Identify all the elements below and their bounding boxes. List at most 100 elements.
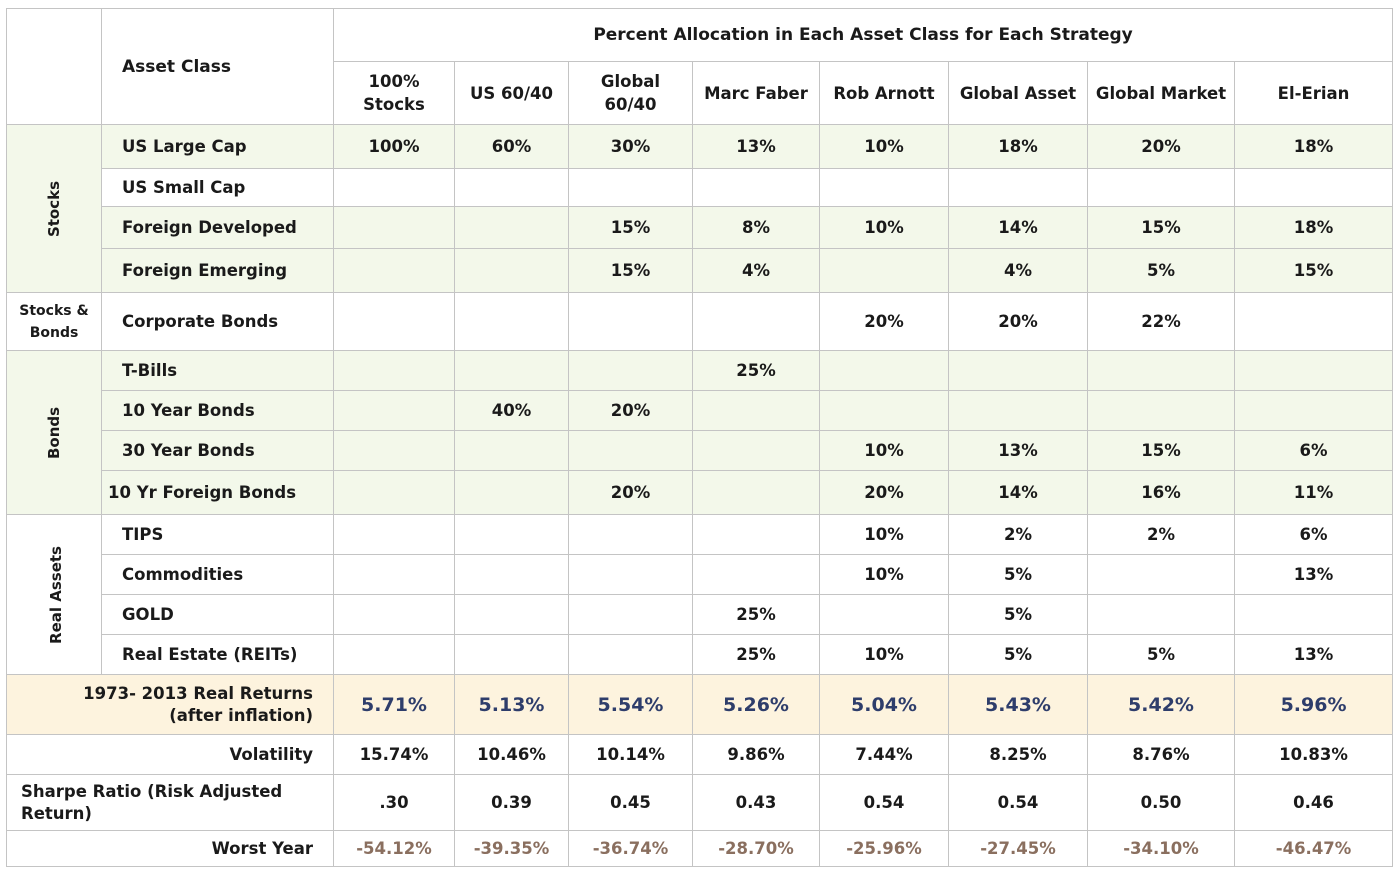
allocation-cell — [333, 430, 455, 471]
allocation-cell — [568, 634, 693, 675]
asset-name-text: Real Estate (REITs) — [122, 645, 298, 664]
allocation-cell — [333, 390, 455, 431]
table-row: Foreign Developed 15% 8% 10% 14% 15% 18% — [7, 206, 1394, 249]
allocation-cell: 13% — [948, 430, 1088, 471]
allocation-cell — [333, 206, 455, 249]
allocation-cell — [1233, 292, 1394, 351]
table-title: Percent Allocation in Each Asset Class f… — [332, 8, 1394, 62]
allocation-cell — [1087, 168, 1235, 207]
strategy-header: 100% Stocks — [333, 61, 455, 125]
allocation-cell — [819, 350, 949, 391]
metric-value: .30 — [333, 774, 455, 831]
allocation-cell: 14% — [948, 206, 1088, 249]
allocation-cell: 13% — [1233, 554, 1394, 595]
metric-value: 0.50 — [1087, 774, 1235, 831]
metric-label: Volatility — [6, 734, 334, 775]
allocation-cell: 14% — [948, 470, 1088, 515]
asset-name: US Small Cap — [101, 168, 334, 207]
corner-cell — [6, 8, 102, 125]
allocation-cell — [454, 206, 569, 249]
allocation-cell: 20% — [568, 470, 693, 515]
allocation-cell — [692, 430, 820, 471]
metric-value: 5.54% — [568, 674, 693, 735]
table-row: Stocks & Bonds Corporate Bonds 20% 20% 22% — [6, 292, 1394, 351]
table-row: Foreign Emerging 15% 4% 4% 5% 15% — [7, 248, 1394, 293]
allocation-cell: 18% — [948, 124, 1088, 169]
allocation-cell — [454, 430, 569, 471]
asset-name: GOLD — [101, 594, 334, 635]
allocation-cell: 20% — [819, 292, 949, 351]
strategy-header: US 60/40 — [454, 61, 569, 125]
group-label-text: Stocks — [44, 180, 63, 237]
metric-value: 5.43% — [948, 674, 1088, 735]
allocation-cell — [333, 594, 455, 635]
allocation-cell — [333, 168, 455, 207]
allocation-cell: 18% — [1233, 206, 1394, 249]
metric-value: 10.14% — [568, 734, 693, 775]
allocation-cell — [692, 514, 820, 555]
allocation-cell — [333, 350, 455, 391]
allocation-cell — [692, 390, 820, 431]
metric-value: 8.25% — [948, 734, 1088, 775]
table-row: Real Estate (REITs) 25% 10% 5% 5% 13% — [7, 634, 1394, 675]
metric-value: -28.70% — [692, 830, 820, 867]
allocation-cell — [1087, 554, 1235, 595]
asset-name: 10 Year Bonds — [101, 390, 334, 431]
allocation-cell — [454, 248, 569, 293]
allocation-cell: 16% — [1087, 470, 1235, 515]
allocation-cell: 4% — [692, 248, 820, 293]
allocation-cell: 10% — [819, 430, 949, 471]
allocation-cell — [1233, 350, 1394, 391]
metric-value: 15.74% — [333, 734, 455, 775]
metric-value: 5.96% — [1233, 674, 1394, 735]
allocation-cell: 10% — [819, 634, 949, 675]
group-label-text: Real Assets — [46, 545, 65, 644]
metric-value: 5.04% — [819, 674, 949, 735]
allocation-cell: 18% — [1233, 124, 1394, 169]
allocation-table: Asset Class Percent Allocation in Each A… — [6, 8, 1394, 867]
allocation-cell: 10% — [819, 554, 949, 595]
strategy-header: Marc Faber — [692, 61, 820, 125]
allocation-cell — [568, 594, 693, 635]
allocation-cell — [692, 554, 820, 595]
asset-name: 30 Year Bonds — [101, 430, 334, 471]
allocation-cell — [948, 168, 1088, 207]
allocation-cell — [333, 514, 455, 555]
allocation-cell — [948, 390, 1088, 431]
asset-name: 10 Yr Foreign Bonds — [101, 470, 334, 515]
allocation-cell: 5% — [1087, 634, 1235, 675]
asset-name: Foreign Developed — [101, 206, 334, 249]
allocation-cell — [454, 292, 569, 351]
metric-value: 5.26% — [692, 674, 820, 735]
table-row: Real Assets TIPS 10% 2% 2% 6% — [6, 514, 1394, 675]
allocation-cell — [568, 350, 693, 391]
table-row: 10 Yr Foreign Bonds 20% 20% 14% 16% 11% — [7, 470, 1394, 515]
asset-name: TIPS — [101, 514, 334, 555]
metric-label: Sharpe Ratio (Risk Adjusted Return) — [6, 774, 334, 831]
metric-value: -34.10% — [1087, 830, 1235, 867]
allocation-cell: 20% — [1087, 124, 1235, 169]
metric-value: 5.13% — [454, 674, 569, 735]
allocation-cell — [1087, 390, 1235, 431]
allocation-cell — [1233, 594, 1394, 635]
metric-row: Volatility 15.74% 10.46% 10.14% 9.86% 7.44% 8.… — [6, 734, 1394, 775]
metric-value: 0.46 — [1233, 774, 1394, 831]
allocation-cell: 6% — [1233, 514, 1394, 555]
allocation-cell — [454, 168, 569, 207]
strategy-header: Global 60/40 — [568, 61, 693, 125]
allocation-cell — [333, 292, 455, 351]
metric-value: 5.71% — [333, 674, 455, 735]
metric-value: 0.45 — [568, 774, 693, 831]
allocation-cell: 40% — [454, 390, 569, 431]
allocation-cell: 5% — [948, 554, 1088, 595]
metric-value: 0.54 — [819, 774, 949, 831]
asset-name-text: TIPS — [122, 525, 164, 544]
table-row: 30 Year Bonds 10% 13% 15% 6% — [7, 430, 1394, 471]
allocation-cell — [454, 514, 569, 555]
metric-value: -39.35% — [454, 830, 569, 867]
allocation-cell: 30% — [568, 124, 693, 169]
allocation-cell: 11% — [1233, 470, 1394, 515]
allocation-cell: 10% — [819, 514, 949, 555]
allocation-cell — [333, 634, 455, 675]
strategy-header: Rob Arnott — [819, 61, 949, 125]
